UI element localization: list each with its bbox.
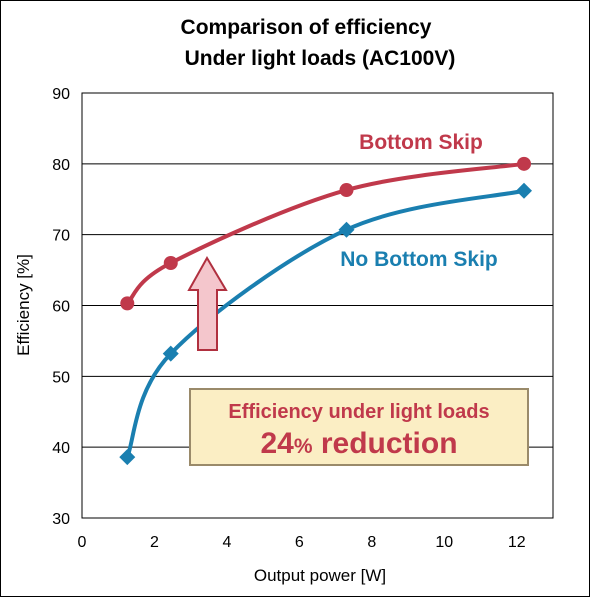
data-point-bottom-skip [163,256,178,270]
y-tick-label: 70 [52,228,70,245]
series-line-bottom-skip [125,161,527,306]
x-axis-label: Output power [W] [254,566,386,585]
callout-box [189,388,529,466]
x-tick-label: 8 [367,534,376,551]
series-line-no-bottom-skip [125,188,527,460]
x-tick-label: 0 [78,534,87,551]
data-point-bottom-skip [517,156,532,171]
x-tick-label: 10 [435,534,453,551]
data-point-bottom-skip [339,183,354,198]
callout-text-line-1: Efficiency under light loads [228,401,489,423]
series-label-bottom-skip: Bottom Skip [359,131,483,154]
chart-title-line-2: Under light loads (AC100V) [185,47,456,70]
y-tick-label: 60 [52,299,70,316]
y-tick-label: 30 [52,511,70,528]
x-tick-label: 12 [508,534,526,551]
callout-text-line-2: 24% reduction [260,427,457,460]
data-point-no-bottom-skip [338,221,355,238]
plot-border [81,92,554,519]
data-point-bottom-skip [120,296,135,311]
y-tick-labels: 30 40 50 60 70 80 90 [52,86,70,528]
callout-unit: % [294,435,313,458]
improvement-arrow [187,256,228,351]
chart-title-line-1: Comparison of efficiency [181,16,432,39]
callout-suffix: reduction [313,427,458,460]
x-tick-label: 2 [150,534,159,551]
x-tick-label: 4 [222,534,231,551]
data-point-no-bottom-skip [516,182,533,199]
data-point-no-bottom-skip [119,449,136,466]
y-axis-label: Efficiency [%] [14,254,33,356]
y-tick-label: 50 [52,369,70,386]
x-tick-label: 6 [295,534,304,551]
y-tick-label: 40 [52,440,70,457]
series-label-no-bottom-skip: No Bottom Skip [340,248,498,271]
y-tick-label: 80 [52,157,70,174]
y-tick-label: 90 [52,86,70,103]
series-layer [119,156,533,466]
x-tick-labels: 0 2 4 6 8 10 12 [78,534,526,551]
data-point-no-bottom-skip [162,345,179,362]
callout-value: 24 [260,427,294,460]
